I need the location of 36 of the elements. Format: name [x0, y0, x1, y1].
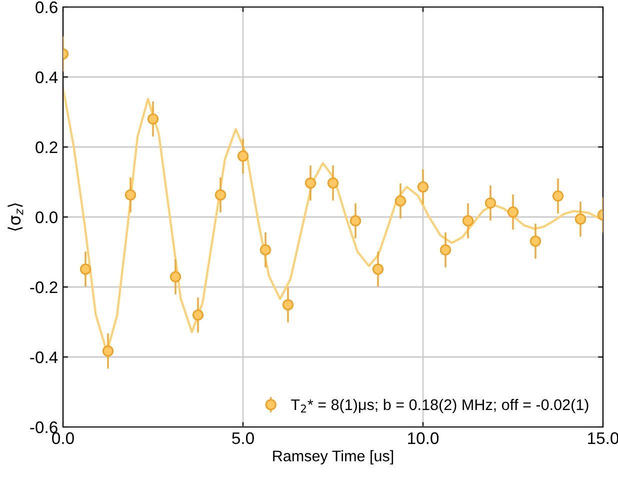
- point: [170, 271, 182, 282]
- point: [260, 244, 272, 256]
- point: [372, 264, 384, 275]
- x-axis-title: Ramsey Time [us]: [273, 450, 394, 464]
- point: [462, 215, 474, 226]
- point: [214, 189, 226, 201]
- point: [417, 181, 429, 192]
- point: [394, 195, 406, 206]
- y-tick-label: -0.2: [30, 281, 58, 294]
- point: [574, 214, 586, 225]
- point: [237, 150, 249, 162]
- point: [102, 345, 114, 357]
- point: [147, 113, 159, 125]
- legend-label: T$_{2}$* = 8(1)μs; b = 0.18(2) MHz; off = -0.02(1): [291, 398, 588, 414]
- point: [80, 264, 92, 275]
- point: [440, 244, 452, 256]
- point: [350, 215, 362, 226]
- y-tick-label: 0.2: [36, 141, 58, 154]
- x-tick-label: 10.0: [408, 432, 439, 444]
- y-tick-label: -0.4: [30, 351, 58, 364]
- point: [304, 177, 316, 189]
- point: [124, 189, 136, 201]
- x-tick-label: 0.0: [52, 432, 74, 444]
- y-tick-label: -0.6: [30, 421, 58, 434]
- point: [192, 309, 204, 321]
- point: [327, 177, 339, 189]
- point: [507, 206, 519, 218]
- point: [282, 299, 294, 310]
- point: [484, 197, 496, 209]
- y-tick-label: 0.4: [36, 71, 58, 84]
- point: [552, 190, 564, 202]
- x-tick-label: 5.0: [232, 432, 254, 444]
- y-axis-title: ⟨σ$_{z}$⟩: [8, 203, 24, 231]
- point: [530, 236, 542, 247]
- y-tick-label: 0.0: [36, 211, 58, 224]
- y-tick-label: 0.6: [36, 1, 58, 14]
